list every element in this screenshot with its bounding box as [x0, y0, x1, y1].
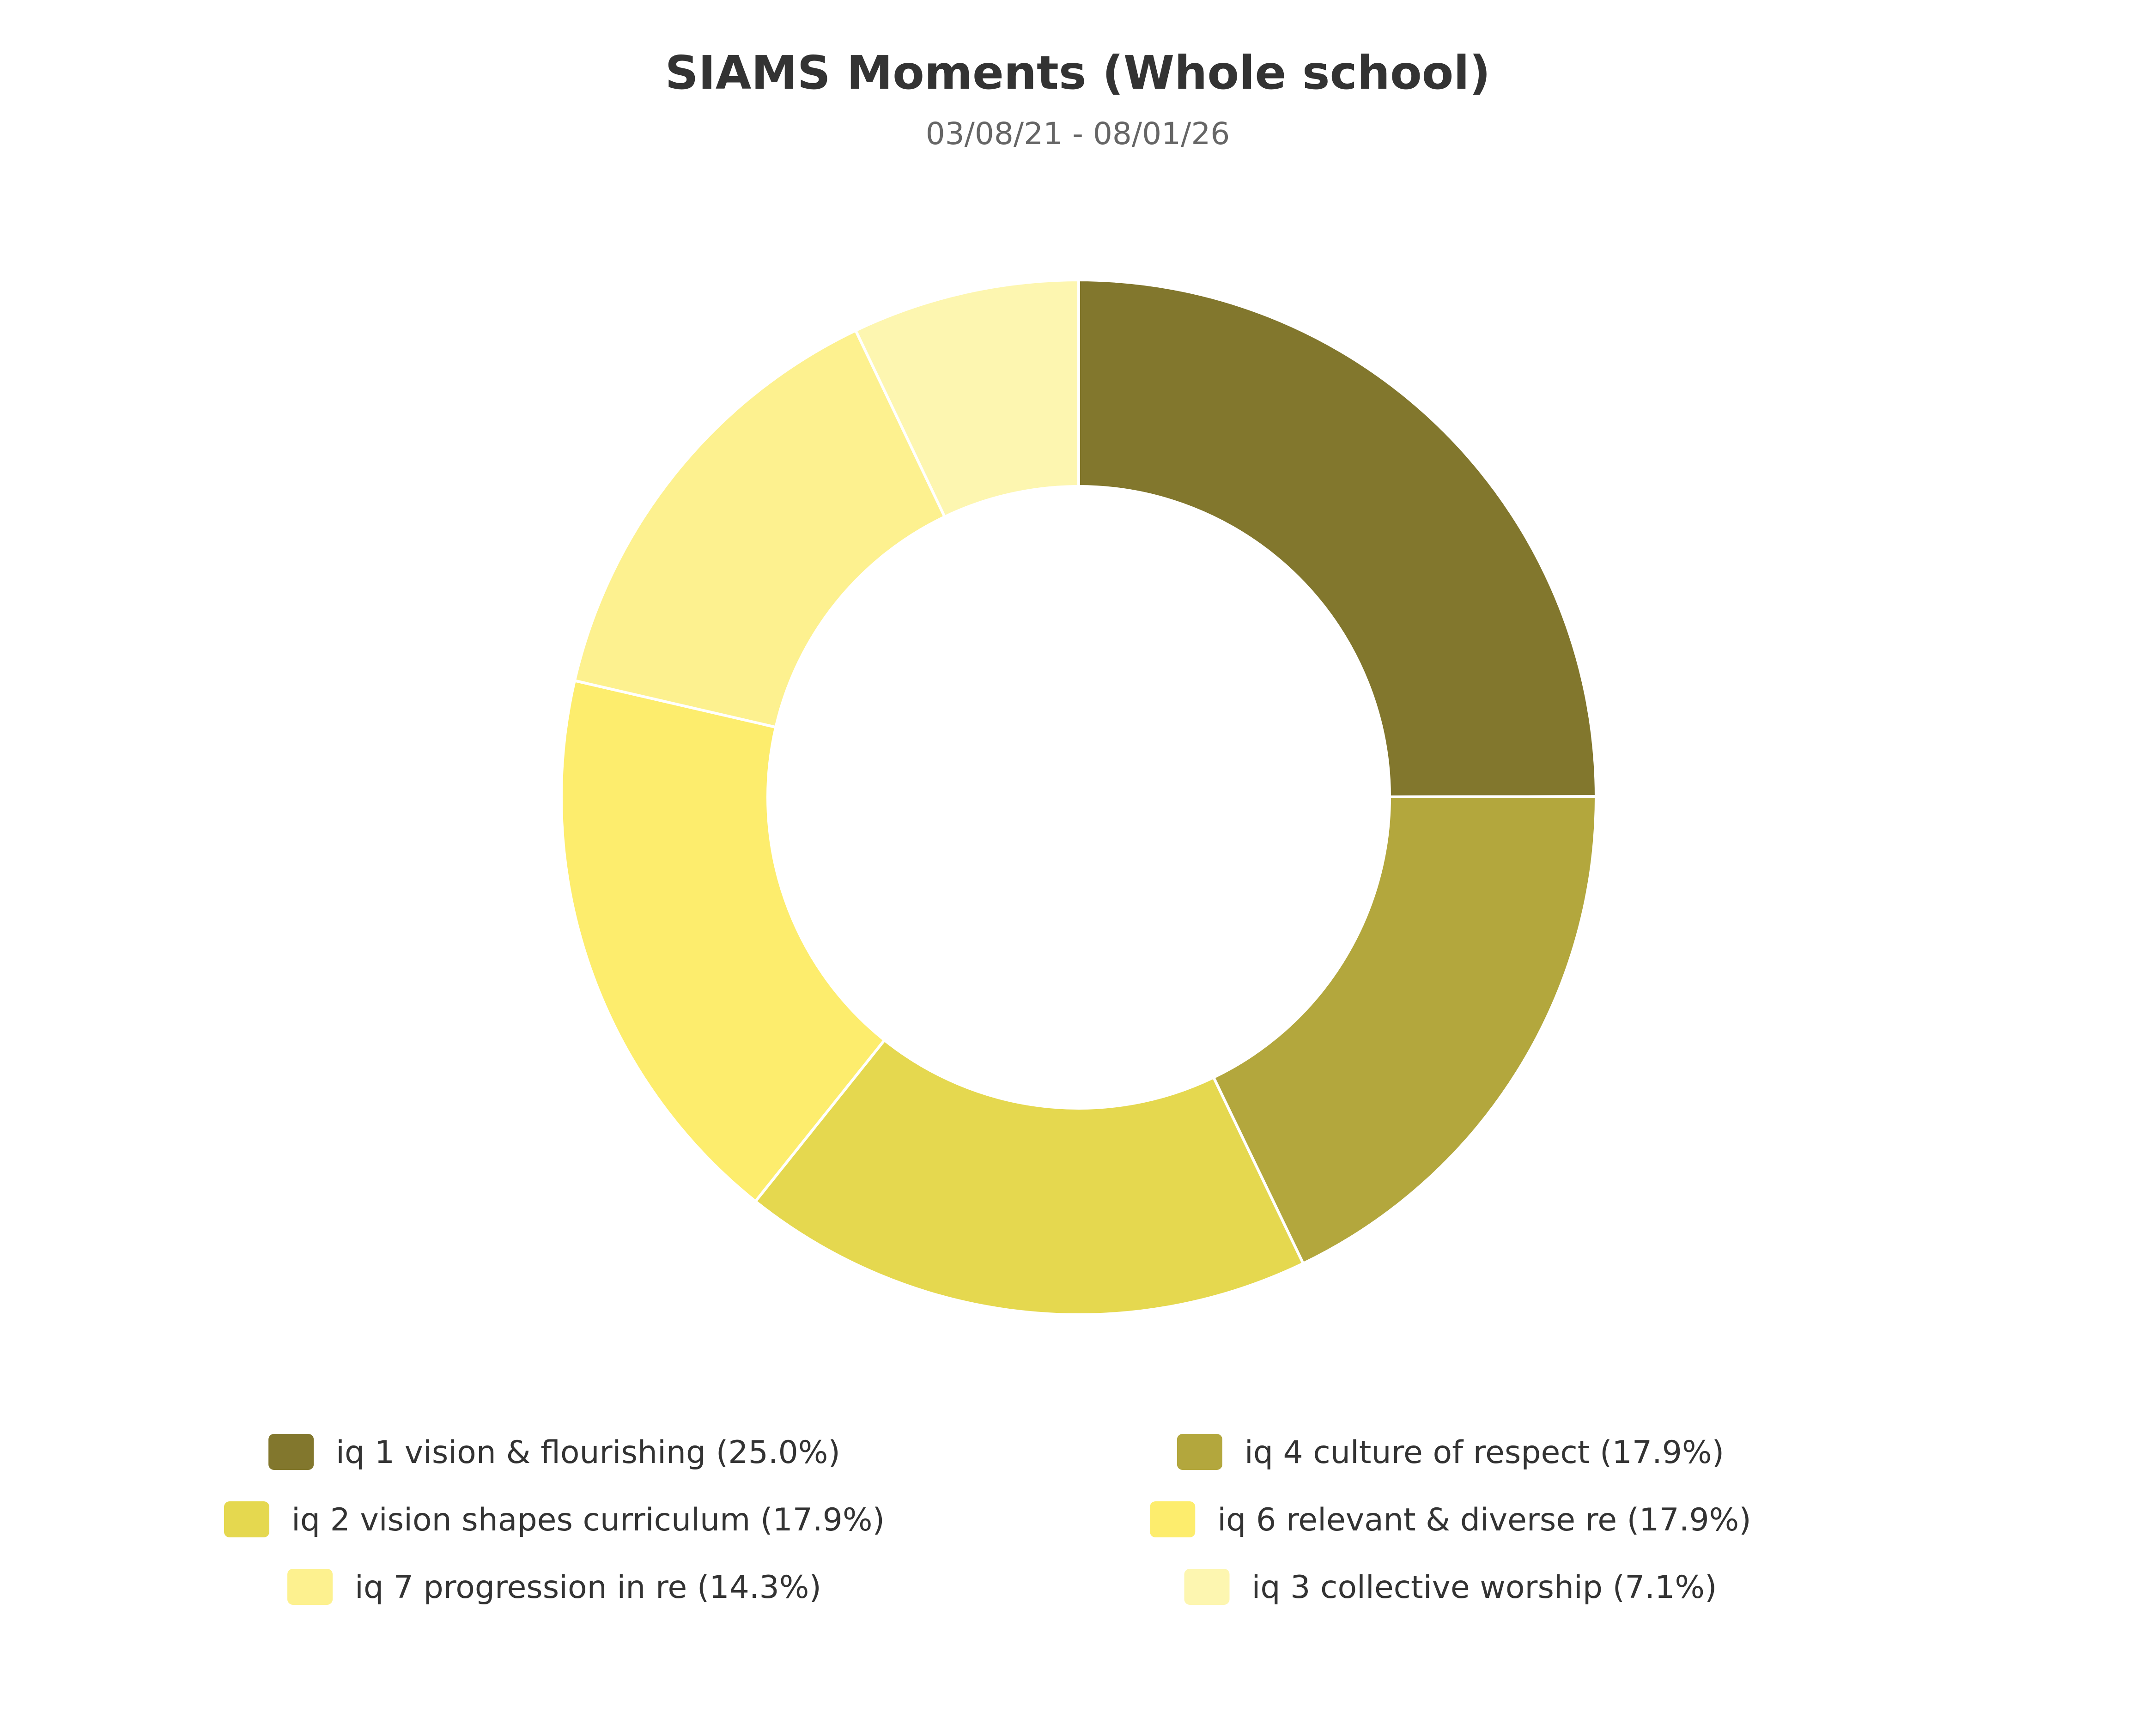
chart-subtitle: 03/08/21 - 08/01/26 — [926, 116, 1230, 152]
legend-swatch-1 — [268, 1434, 314, 1470]
legend-swatch-6 — [1184, 1569, 1230, 1605]
legend-swatch-4 — [1150, 1501, 1196, 1537]
legend-label-2: iq 4 culture of respect (17.9%) — [1245, 1434, 1724, 1471]
donut-slice-1 — [1077, 278, 1598, 798]
legend-swatch-3 — [224, 1501, 269, 1537]
legend-label-1: iq 1 vision & flourishing (25.0%) — [336, 1434, 840, 1471]
donut-slices — [560, 278, 1598, 1316]
legend: iq 1 vision & flourishing (25.0%) iq 4 cu… — [224, 1434, 1751, 1606]
legend-label-3: iq 2 vision shapes curriculum (17.9%) — [292, 1502, 885, 1538]
legend-label-5: iq 7 progression in re (14.3%) — [355, 1569, 821, 1606]
donut-slice-6 — [854, 278, 1080, 519]
legend-swatch-2 — [1177, 1434, 1222, 1470]
donut-slice-3 — [753, 1038, 1305, 1316]
chart-title: SIAMS Moments (Whole school) — [665, 46, 1491, 100]
donut-slice-5 — [573, 328, 947, 729]
legend-swatch-5 — [287, 1569, 333, 1605]
legend-label-6: iq 3 collective worship (7.1%) — [1252, 1569, 1717, 1606]
legend-label-4: iq 6 relevant & diverse re (17.9%) — [1217, 1502, 1751, 1538]
donut-slice-2 — [1211, 795, 1598, 1266]
donut-slice-4 — [560, 679, 887, 1203]
